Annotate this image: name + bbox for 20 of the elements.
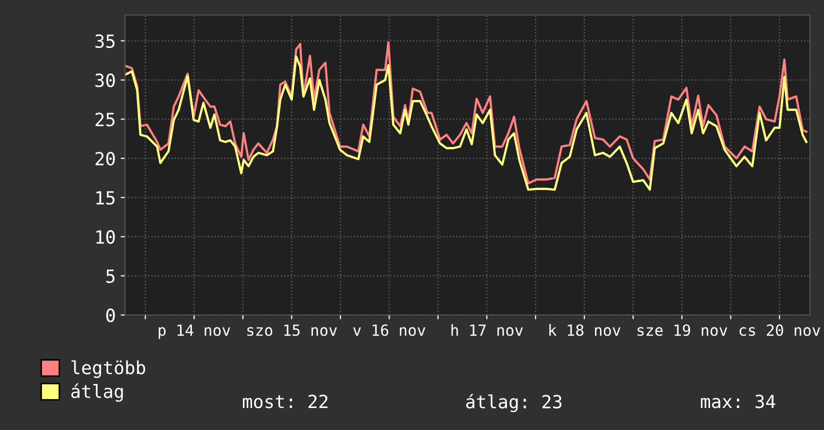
text: most: 22 [242,394,328,408]
x-tick-label: k 18 nov [549,324,620,336]
y-tick-label: 25 [96,112,115,126]
legend-label: legtöbb [72,360,146,378]
x-tick-label: cs 20 nov [740,324,820,336]
x-tick-label: v 16 nov [353,324,426,336]
y-tick-label: 0 [106,308,115,322]
x-tick-label: sze 19 nov [638,324,728,336]
x-tick-label: p 14 nov [158,324,230,339]
x-tick-label: szo 15 nov [247,324,337,336]
x-tick-label: h 17 nov [451,324,523,336]
y-tick-label: 15 [96,191,115,205]
text: max: 34 [700,394,776,408]
legend-label: átlag [71,383,123,402]
y-tick-label: 35 [95,34,115,48]
y-tick-label: 5 [106,270,115,283]
y-tick-label: 30 [95,74,115,88]
y-tick-label: 20 [96,152,115,166]
y-tick-label: 10 [96,230,115,244]
text: átlag: 23 [466,394,562,412]
